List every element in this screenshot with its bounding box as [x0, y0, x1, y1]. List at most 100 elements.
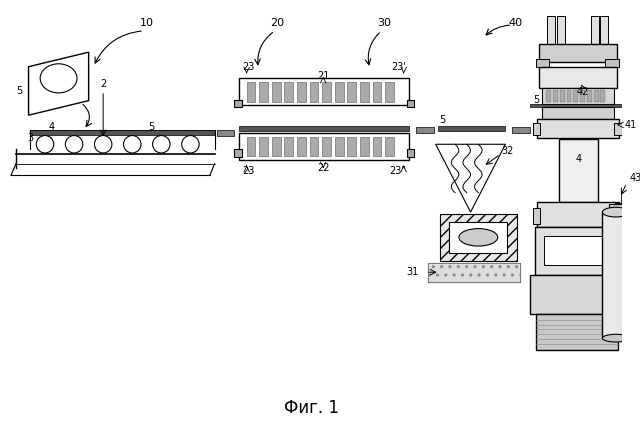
Bar — [310, 137, 318, 156]
Bar — [259, 137, 268, 156]
Bar — [600, 90, 605, 102]
Bar — [547, 16, 555, 48]
Bar — [538, 119, 619, 138]
Bar — [538, 203, 619, 227]
Bar — [335, 137, 344, 156]
Bar — [605, 59, 619, 67]
Bar — [594, 90, 598, 102]
Bar — [385, 137, 394, 156]
Text: 23': 23' — [392, 62, 406, 72]
Ellipse shape — [459, 229, 498, 246]
Text: 42: 42 — [577, 87, 589, 97]
Bar — [530, 104, 627, 108]
Text: 10: 10 — [140, 18, 154, 28]
Bar — [272, 82, 280, 102]
Bar — [372, 82, 381, 102]
Circle shape — [36, 136, 54, 153]
Bar — [438, 126, 506, 131]
Bar — [216, 130, 234, 136]
Circle shape — [65, 136, 83, 153]
Bar — [540, 44, 617, 62]
Text: 3: 3 — [28, 133, 33, 143]
Bar — [449, 222, 508, 253]
Bar — [609, 204, 623, 214]
Ellipse shape — [40, 64, 77, 93]
Text: 30: 30 — [378, 18, 391, 28]
Bar — [614, 123, 622, 135]
Bar — [600, 16, 608, 48]
Bar — [406, 100, 414, 108]
Text: 23: 23 — [242, 62, 254, 72]
Text: 20: 20 — [271, 18, 285, 28]
Text: 22: 22 — [317, 162, 330, 172]
Text: 41: 41 — [625, 120, 637, 130]
Bar — [272, 137, 280, 156]
Bar — [360, 137, 369, 156]
Bar — [348, 82, 356, 102]
Circle shape — [152, 136, 170, 153]
Bar — [587, 90, 592, 102]
Text: 5: 5 — [533, 95, 540, 105]
Bar — [297, 82, 306, 102]
Bar — [310, 82, 318, 102]
Ellipse shape — [602, 334, 630, 342]
Circle shape — [124, 136, 141, 153]
Text: 2: 2 — [100, 79, 106, 89]
Bar — [542, 108, 614, 119]
Bar — [534, 227, 622, 275]
Text: 21: 21 — [317, 71, 330, 81]
Bar — [546, 90, 551, 102]
Bar — [239, 133, 408, 160]
Text: 5: 5 — [17, 86, 22, 96]
Text: Фиг. 1: Фиг. 1 — [284, 399, 339, 417]
Ellipse shape — [602, 207, 630, 217]
Text: 40: 40 — [508, 18, 522, 28]
Bar — [239, 126, 408, 131]
Bar — [553, 90, 558, 102]
Text: 5: 5 — [440, 115, 446, 125]
Bar — [234, 100, 242, 108]
Bar — [246, 82, 255, 102]
Bar — [440, 214, 517, 260]
Bar — [532, 208, 540, 224]
Polygon shape — [29, 52, 88, 115]
Bar — [31, 130, 214, 135]
Bar — [259, 82, 268, 102]
Text: 23: 23 — [242, 166, 254, 176]
Bar — [360, 82, 369, 102]
Circle shape — [182, 136, 199, 153]
Bar — [557, 16, 564, 48]
Bar — [573, 90, 578, 102]
Text: 23": 23" — [390, 166, 406, 176]
Bar — [530, 275, 627, 314]
Bar — [372, 137, 381, 156]
Bar — [348, 137, 356, 156]
Bar — [532, 123, 540, 135]
Bar — [416, 127, 434, 133]
Text: 43: 43 — [630, 173, 640, 183]
Bar — [614, 208, 622, 224]
Bar — [406, 149, 414, 157]
Bar — [323, 82, 331, 102]
Bar — [239, 78, 408, 105]
Text: 4: 4 — [49, 122, 55, 132]
Bar — [323, 137, 331, 156]
Text: 32: 32 — [501, 146, 514, 156]
Bar — [234, 149, 242, 157]
Bar — [428, 263, 520, 282]
Bar — [428, 263, 520, 282]
Bar — [544, 236, 612, 265]
Bar — [385, 82, 394, 102]
Bar — [246, 137, 255, 156]
Text: 31: 31 — [406, 267, 418, 277]
Bar — [559, 140, 598, 203]
Bar — [297, 137, 306, 156]
Bar — [536, 314, 618, 350]
Bar — [335, 82, 344, 102]
Bar — [580, 90, 585, 102]
Bar — [566, 90, 572, 102]
Circle shape — [95, 136, 112, 153]
Text: 5: 5 — [148, 122, 155, 132]
Bar — [602, 212, 630, 338]
Bar — [512, 127, 530, 133]
